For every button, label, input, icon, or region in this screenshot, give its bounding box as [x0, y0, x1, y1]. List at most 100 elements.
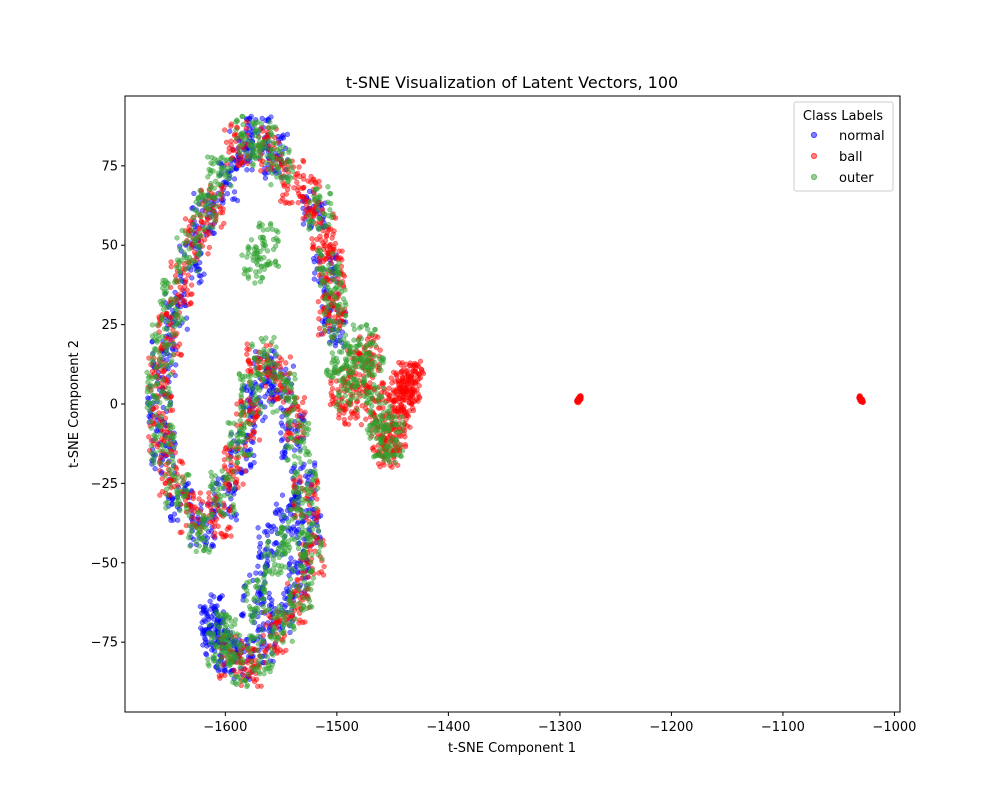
point	[162, 282, 168, 288]
point	[255, 563, 261, 569]
point	[159, 442, 165, 448]
point	[158, 431, 164, 437]
point	[211, 524, 217, 530]
point	[208, 469, 214, 475]
point	[222, 445, 229, 452]
point	[197, 535, 204, 541]
point	[153, 364, 159, 370]
point	[203, 211, 209, 217]
point	[164, 357, 170, 363]
point	[271, 615, 277, 621]
point	[306, 598, 313, 604]
point	[305, 178, 311, 184]
point	[251, 153, 258, 160]
point	[367, 354, 373, 361]
point	[280, 639, 286, 645]
point	[270, 236, 277, 243]
point	[209, 511, 215, 517]
point	[179, 529, 185, 535]
point	[217, 191, 223, 197]
point	[295, 545, 302, 552]
point	[386, 426, 392, 432]
point	[309, 526, 316, 532]
point	[221, 220, 227, 227]
point	[372, 414, 378, 421]
point	[206, 495, 212, 501]
point	[281, 591, 287, 597]
point	[314, 201, 320, 207]
point	[294, 501, 300, 507]
point	[300, 399, 306, 406]
point	[341, 321, 347, 328]
point	[393, 370, 399, 376]
point	[368, 367, 375, 374]
point	[178, 315, 185, 321]
point	[190, 493, 197, 499]
point	[207, 519, 214, 526]
point	[286, 597, 292, 603]
point	[286, 149, 292, 156]
point	[268, 260, 274, 267]
point	[247, 266, 253, 273]
y-tick-label: 50	[101, 239, 118, 254]
point	[181, 240, 187, 246]
point	[377, 413, 384, 419]
point	[197, 603, 203, 610]
point	[308, 173, 314, 180]
point	[209, 541, 215, 548]
point	[342, 393, 348, 399]
point	[226, 441, 233, 447]
y-tick-label: 25	[101, 318, 118, 333]
point	[358, 336, 364, 342]
point	[268, 130, 274, 136]
point	[199, 516, 205, 523]
point	[160, 277, 166, 283]
point	[369, 395, 375, 401]
point	[281, 375, 287, 382]
point	[363, 343, 370, 349]
point	[299, 194, 306, 200]
point	[213, 516, 220, 522]
point	[173, 501, 179, 508]
point	[164, 363, 171, 370]
point	[256, 148, 262, 154]
point	[382, 452, 389, 458]
point	[310, 477, 316, 483]
point	[244, 341, 250, 347]
point	[260, 553, 266, 560]
point	[401, 397, 407, 403]
point	[167, 483, 173, 489]
point	[248, 617, 255, 623]
point	[174, 264, 180, 271]
point	[278, 524, 285, 530]
point	[272, 124, 279, 130]
point	[266, 348, 273, 354]
point	[262, 414, 268, 420]
point	[171, 323, 178, 330]
point	[258, 335, 264, 342]
point	[282, 200, 288, 206]
point	[399, 414, 405, 420]
point	[224, 191, 231, 197]
point	[285, 538, 292, 544]
point	[165, 342, 172, 348]
point	[236, 148, 243, 154]
point	[278, 420, 284, 426]
point	[256, 358, 262, 365]
point	[363, 405, 369, 412]
point	[249, 341, 255, 347]
point	[315, 485, 321, 491]
point	[288, 164, 295, 170]
point	[406, 395, 412, 401]
point	[275, 237, 281, 244]
point	[162, 415, 169, 421]
point	[317, 215, 323, 222]
point	[176, 341, 183, 347]
point	[336, 310, 342, 317]
point	[244, 167, 250, 173]
point	[230, 502, 236, 508]
point	[238, 447, 245, 453]
point	[301, 549, 307, 555]
point	[231, 651, 238, 657]
